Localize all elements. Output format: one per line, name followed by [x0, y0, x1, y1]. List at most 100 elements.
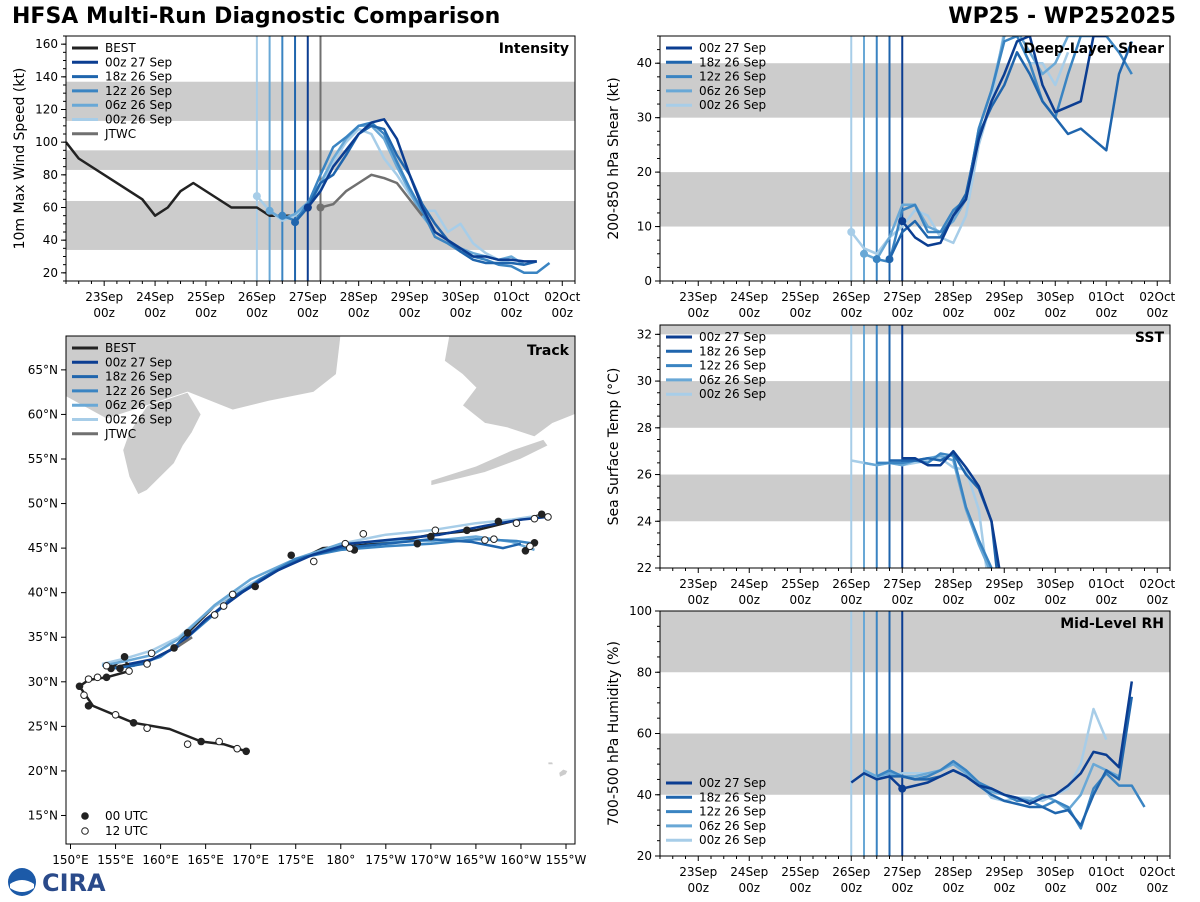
track-point-12utc [143, 660, 151, 668]
sst-xtick-label-hour: 00z [687, 593, 709, 607]
shear-xtick-label-hour: 00z [942, 306, 964, 320]
track-map: 150°E 155°E 160°E 165°E 170°E 175°E 180° 175°W 1… [28, 335, 587, 867]
sst-title: SST [1135, 330, 1165, 346]
shear-ytick-label: 0 [644, 274, 652, 288]
shear-legend-label-18z-26-sep: 18z 26 Sep [699, 55, 766, 69]
track-ytick-label: 25°N [28, 719, 58, 733]
sst-xtick-label-hour: 00z [738, 593, 760, 607]
track-point-12utc [102, 661, 111, 670]
sst-xtick-label: 02Oct [1139, 577, 1175, 591]
track-xtick-label: 160°E [142, 853, 179, 867]
land-alaska [443, 336, 575, 438]
intensity-xtick-label: 30Sep [442, 290, 480, 304]
track-legend-label-12utc: 12 UTC [105, 824, 148, 838]
shear-marker-12z-26-sep [872, 255, 881, 264]
track-series-jtwc [177, 636, 193, 648]
track-ytick-label: 65°N [28, 363, 58, 377]
track-point-12utc [526, 542, 534, 551]
rh-ytick-label: 100 [629, 604, 652, 618]
shear-xtick-label: 30Sep [1036, 290, 1074, 304]
track-point-00utc [75, 682, 84, 691]
intensity-xtick-label: 23Sep [85, 290, 123, 304]
track-point-00utc [129, 718, 138, 727]
shear-marker-18z-26-sep [885, 255, 894, 264]
sst-chart: 22 24 26 28 30 32 23Sep 00z 24Sep 00z 25Sep 00z 26Se… [606, 324, 1176, 607]
rh-xtick-label: 27Sep [883, 865, 921, 879]
sst-legend-label-00z-26-sep: 00z 26 Sep [699, 387, 766, 401]
track-point-12utc [147, 649, 156, 658]
page-title: HFSA Multi-Run Diagnostic Comparison [12, 4, 501, 29]
intensity-legend-label-06z-26-sep: 06z 26 Sep [105, 98, 172, 112]
track-ytick-label: 20°N [28, 764, 58, 778]
sst-xtick-label: 29Sep [985, 577, 1023, 591]
intensity-series-00z-27-sep [306, 118, 537, 263]
shear-xtick-label-hour: 00z [687, 306, 709, 320]
track-legend-marker-12utc [81, 827, 89, 835]
intensity-title: Intensity [499, 41, 569, 57]
track-point-00utc [427, 532, 435, 541]
sst-ytick-label: 28 [637, 421, 652, 435]
track-xtick-label: 160°W [501, 853, 542, 867]
shear-xtick-label: 02Oct [1139, 290, 1175, 304]
rh-series-18z-26-sep [889, 696, 1134, 827]
shear-ytick-label: 20 [637, 165, 652, 179]
land-northeast-siberia [66, 336, 342, 420]
sst-xtick-label-hour: 00z [1146, 593, 1168, 607]
track-legend-label-06z-26-sep: 06z 26 Sep [105, 398, 172, 412]
track-point-12utc [111, 710, 120, 719]
rh-xtick-label: 24Sep [730, 865, 768, 879]
sst-ytick-label: 26 [637, 468, 652, 482]
rh-xtick-label-hour: 00z [789, 881, 811, 895]
sst-legend-label-06z-26-sep: 06z 26 Sep [699, 373, 766, 387]
track-point-12utc [512, 519, 521, 527]
shear-legend-label-00z-27-sep: 00z 27 Sep [699, 41, 766, 55]
intensity-xtick-label: 28Sep [340, 290, 378, 304]
track-xtick-label: 165°E [187, 853, 224, 867]
shear-legend-label-06z-26-sep: 06z 26 Sep [699, 84, 766, 98]
track-title: Track [527, 343, 570, 359]
shear-band-0 [660, 172, 1170, 227]
sst-xtick-label: 24Sep [730, 577, 768, 591]
track-ytick-label: 60°N [28, 407, 58, 421]
track-ytick-label: 15°N [28, 808, 58, 822]
rh-legend-label-12z-26-sep: 12z 26 Sep [699, 805, 766, 819]
rh-series-00z-27-sep [850, 681, 1134, 806]
shear-xtick-label: 29Sep [985, 290, 1023, 304]
sst-xtick-label-hour: 00z [942, 593, 964, 607]
sst-ytick-label: 32 [637, 327, 652, 341]
rh-xtick-label-hour: 00z [993, 881, 1015, 895]
shear-xtick-label-hour: 00z [891, 306, 913, 320]
shear-band-1 [660, 63, 1170, 118]
intensity-xtick-label: 24Sep [136, 290, 174, 304]
track-legend-label-jtwc: JTWC [104, 427, 136, 441]
track-point-12utc [210, 611, 219, 619]
sst-xtick-label: 28Sep [934, 577, 972, 591]
sst-xtick-label-hour: 00z [891, 593, 913, 607]
rh-xtick-label-hour: 00z [942, 881, 964, 895]
track-point-00utc [116, 664, 124, 673]
intensity-xtick-label-hour: 00z [399, 306, 421, 320]
track-map-group [66, 336, 575, 778]
shear-series-00z-27-sep [901, 36, 1107, 247]
intensity-ytick-label: 160 [35, 37, 58, 51]
intensity-ytick-label: 40 [43, 233, 58, 247]
sst-ytick-label: 22 [637, 561, 652, 575]
track-point-12utc [228, 590, 237, 599]
track-series-best [78, 512, 544, 753]
shear-xtick-label-hour: 00z [993, 306, 1015, 320]
track-frame [65, 335, 576, 845]
sst-xtick-label-hour: 00z [1095, 593, 1117, 607]
sst-band-1 [660, 381, 1170, 428]
shear-xtick-label: 23Sep [679, 290, 717, 304]
track-xtick-label: 155°E [97, 853, 134, 867]
sst-ylabel: Sea Surface Temp (°C) [606, 368, 622, 526]
track-ytick-label: 40°N [28, 586, 58, 600]
sst-xtick-label: 25Sep [781, 577, 819, 591]
shear-marker-00z-26-sep [847, 228, 856, 236]
intensity-xtick-label: 27Sep [289, 290, 327, 304]
track-point-00utc [537, 510, 546, 519]
intensity-ytick-label: 140 [35, 70, 58, 84]
track-point-12utc [490, 535, 498, 544]
shear-xtick-label: 27Sep [883, 290, 921, 304]
shear-xtick-label-hour: 00z [1044, 306, 1066, 320]
